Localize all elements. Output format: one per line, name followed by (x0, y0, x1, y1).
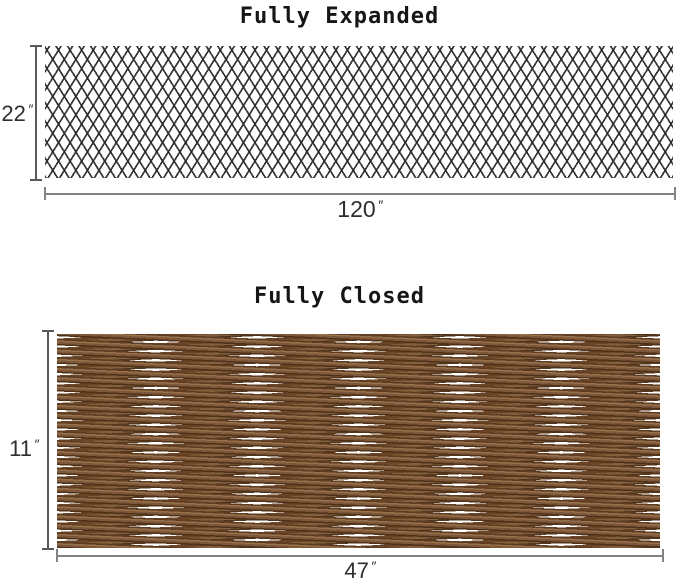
dimension-value: 22 (1, 101, 26, 126)
closed-width-dimension-line (56, 549, 664, 562)
dimension-line (44, 192, 676, 195)
section-title-closed: Fully Closed (254, 284, 425, 309)
expanded-height-label: 22 ″ (0, 101, 34, 127)
expanded-width-label: 120 ″ (44, 196, 676, 223)
dimension-end-cap (674, 187, 676, 200)
expanded-width-dimension-line (44, 187, 676, 200)
inch-unit-mark: ″ (377, 197, 383, 214)
dimension-value: 11 (9, 436, 32, 461)
dimension-end-cap (30, 179, 42, 181)
dimension-value: 47 (344, 558, 369, 583)
dimension-line (35, 45, 37, 181)
closed-width-label: 47 ″ (56, 558, 664, 584)
closed-willow-fence-graphic (57, 334, 660, 548)
inch-unit-mark: ″ (34, 436, 39, 452)
dimension-end-cap (42, 548, 54, 550)
dimension-end-cap (662, 549, 664, 562)
inch-unit-mark: ″ (370, 558, 376, 574)
dimension-line (56, 554, 664, 557)
dimension-value: 120 (337, 196, 376, 222)
closed-height-dimension-line (42, 330, 54, 550)
expanded-trellis-graphic (45, 46, 673, 178)
inch-unit-mark: ″ (27, 101, 33, 117)
closed-height-label: 11 ″ (4, 436, 44, 462)
dimension-line (47, 330, 49, 550)
section-title-expanded: Fully Expanded (239, 4, 440, 29)
expanded-height-dimension-line (30, 45, 42, 181)
